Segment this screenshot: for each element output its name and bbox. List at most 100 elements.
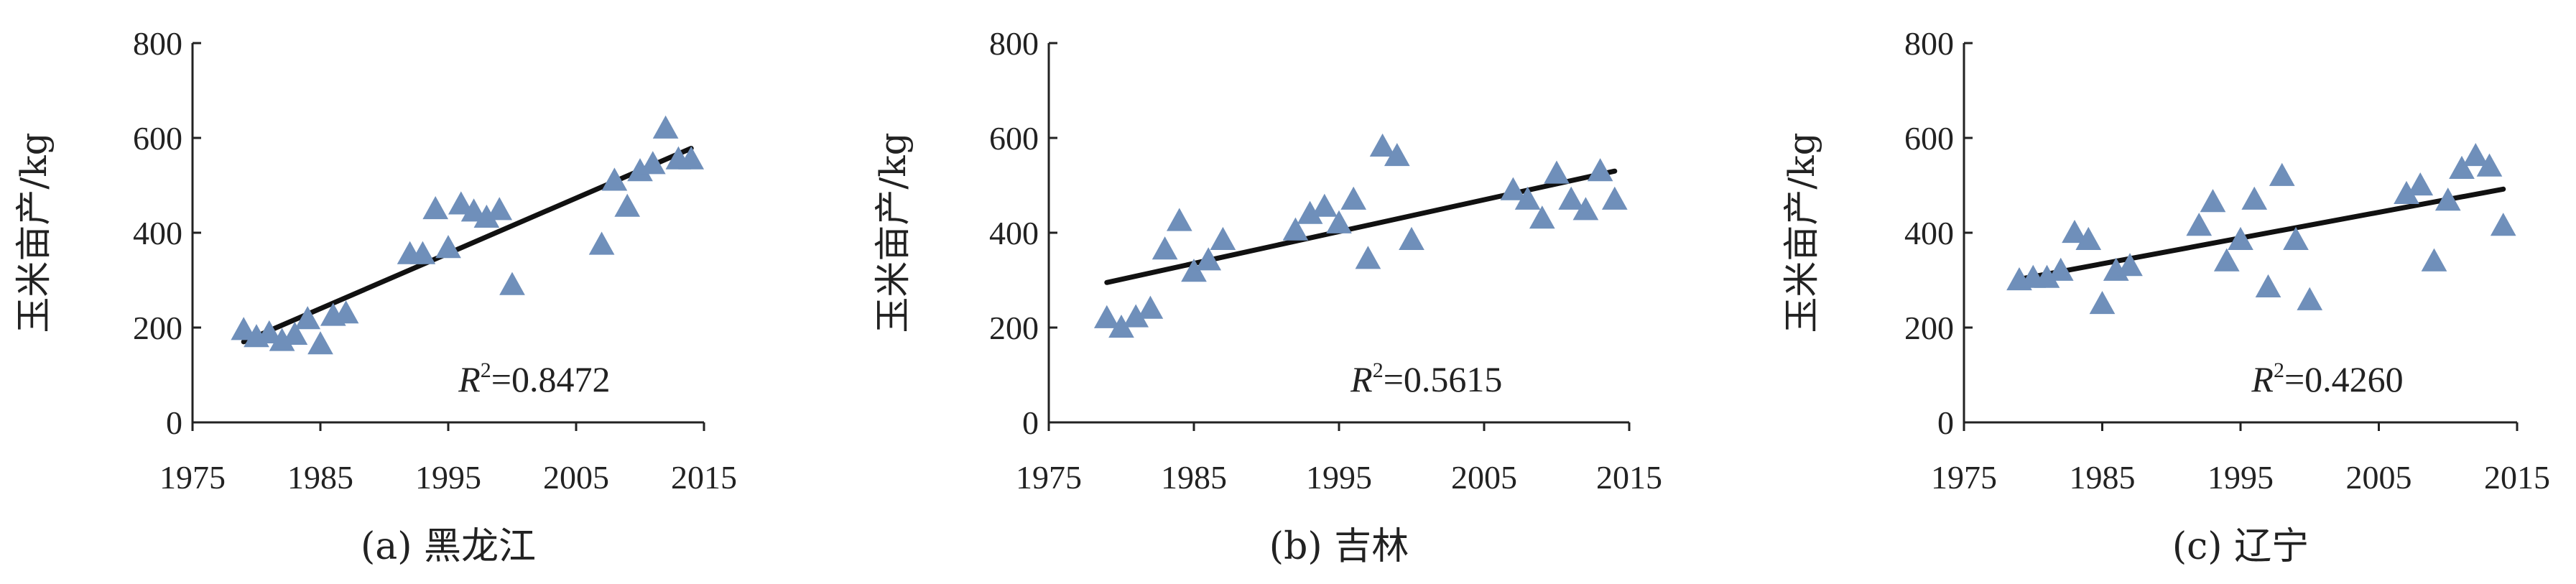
data-point-8 <box>1195 247 1222 271</box>
y-tick-label: 200 <box>1904 310 1954 346</box>
x-tick-label: 1975 <box>1931 459 1997 496</box>
x-tick-label: 2005 <box>2346 459 2412 496</box>
data-point-26 <box>2490 213 2516 236</box>
x-tick-label: 1985 <box>1161 459 1227 496</box>
r-squared-symbol: R <box>2251 359 2274 399</box>
r-squared-value: =0.8472 <box>491 359 611 399</box>
data-point-25 <box>1587 158 1613 182</box>
y-tick-label: 800 <box>1904 25 1954 62</box>
data-point-18 <box>499 272 525 295</box>
data-point-16 <box>1369 133 1396 157</box>
data-point-9 <box>1210 226 1236 250</box>
x-tick-label: 1985 <box>2070 459 2136 496</box>
data-point-20 <box>2407 172 2434 196</box>
data-point-17 <box>2283 226 2309 250</box>
data-point-13 <box>2228 226 2253 250</box>
data-point-21 <box>1529 205 1555 229</box>
y-tick-label: 0 <box>166 404 182 441</box>
data-point-17 <box>486 197 513 221</box>
r-squared-exponent: 2 <box>2274 358 2284 382</box>
data-point-6 <box>1166 208 1192 231</box>
data-point-18 <box>2297 287 2323 310</box>
data-point-7 <box>2089 290 2116 315</box>
data-point-12 <box>2213 248 2240 272</box>
data-point-22 <box>2434 187 2461 211</box>
x-tick-label: 2015 <box>1596 459 1662 496</box>
data-point-12 <box>422 195 449 220</box>
data-point-22 <box>1544 160 1570 184</box>
x-tick-label: 1985 <box>287 459 353 496</box>
y-tick-label: 600 <box>133 120 182 157</box>
y-tick-label: 0 <box>1937 404 1954 441</box>
data-point-15 <box>460 198 487 222</box>
data-point-15 <box>2255 274 2281 297</box>
data-point-21 <box>614 193 641 217</box>
x-tick-label: 1995 <box>2207 459 2274 496</box>
data-point-14 <box>448 191 474 215</box>
y-axis-label: 玉米亩产/kg <box>872 132 914 333</box>
data-point-7 <box>1181 259 1207 282</box>
r-squared-value: =0.4260 <box>2284 359 2404 399</box>
x-tick-label: 1995 <box>1306 459 1372 496</box>
data-point-23 <box>639 151 666 175</box>
data-point-13 <box>1326 210 1352 233</box>
data-point-19 <box>588 231 615 255</box>
data-point-4 <box>1137 295 1164 319</box>
x-tick-label: 2015 <box>671 459 737 496</box>
data-point-10 <box>1282 217 1309 241</box>
r-squared-label: R2=0.5615 <box>1350 358 1502 399</box>
panel-caption: (a) 黑龙江 <box>361 525 536 568</box>
data-point-23 <box>1558 186 1585 210</box>
data-point-20 <box>1514 186 1541 210</box>
data-point-11 <box>2200 189 2226 213</box>
data-point-11 <box>409 241 436 264</box>
r-squared-label: R2=0.8472 <box>458 358 610 399</box>
data-point-23 <box>2449 155 2475 179</box>
data-point-3 <box>256 320 282 344</box>
y-tick-label: 200 <box>133 310 182 346</box>
data-point-24 <box>652 115 679 139</box>
x-tick-label: 2015 <box>2484 459 2550 496</box>
data-point-14 <box>2241 186 2268 210</box>
y-tick-label: 200 <box>989 310 1039 346</box>
y-axis-label: 玉米亩产/kg <box>13 132 55 333</box>
data-point-17 <box>1384 143 1410 167</box>
panel-caption: (c) 辽宁 <box>2172 525 2309 568</box>
y-tick-label: 600 <box>1904 120 1954 157</box>
r-squared-value: =0.5615 <box>1384 359 1503 399</box>
panel-caption: (b) 吉林 <box>1269 525 1409 568</box>
y-tick-label: 400 <box>989 215 1039 251</box>
chart-panel-1: 0 200 400 600 800 1975 1985 1995 2005 2015 玉米亩产/kg… <box>13 25 737 568</box>
y-tick-label: 600 <box>989 120 1039 157</box>
x-tick-label: 1995 <box>415 459 481 496</box>
data-point-1 <box>231 317 257 340</box>
data-point-24 <box>1572 197 1599 221</box>
data-point-1 <box>1093 305 1120 328</box>
data-point-6 <box>295 306 321 330</box>
y-tick-label: 400 <box>133 215 182 251</box>
chart-panel-2: 0 200 400 600 800 1975 1985 1995 2005 2015 玉米亩产/kg… <box>872 25 1662 568</box>
y-tick-label: 800 <box>989 25 1039 62</box>
r-squared-exponent: 2 <box>1373 358 1384 382</box>
data-point-4 <box>2047 257 2074 281</box>
data-point-21 <box>2421 248 2447 272</box>
chart-panel-3: 0 200 400 600 800 1975 1985 1995 2005 2015 玉米亩产/kg… <box>1781 25 2550 568</box>
data-point-9 <box>2117 253 2143 277</box>
data-point-9 <box>333 300 359 324</box>
data-point-16 <box>2269 162 2295 186</box>
x-tick-label: 2005 <box>1451 459 1517 496</box>
r-squared-symbol: R <box>1350 359 1373 399</box>
data-point-5 <box>1152 236 1178 260</box>
r-squared-exponent: 2 <box>481 358 491 382</box>
data-point-24 <box>2463 143 2489 167</box>
data-point-18 <box>1399 226 1424 250</box>
data-point-15 <box>1355 246 1381 269</box>
y-axis-label: 玉米亩产/kg <box>1781 132 1822 333</box>
y-tick-label: 800 <box>133 25 182 62</box>
data-point-12 <box>1311 193 1338 217</box>
data-point-10 <box>2186 213 2213 236</box>
data-point-5 <box>282 321 308 345</box>
data-point-6 <box>2075 226 2102 250</box>
data-point-19 <box>1500 177 1526 200</box>
